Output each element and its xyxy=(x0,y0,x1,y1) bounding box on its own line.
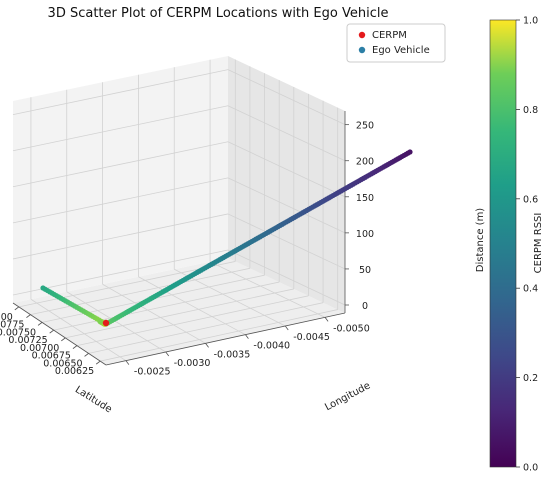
colorbar-ticks: 0.0 0.2 0.4 0.6 0.8 1.0 xyxy=(516,16,538,474)
floor-gridline-longitude xyxy=(30,298,127,362)
x-tick-mark xyxy=(49,329,54,334)
x-tick-mark xyxy=(84,353,89,357)
axes-ticks: 0.008000.007750.007500.007250.007000.006… xyxy=(0,121,374,378)
floor-gridline-longitude xyxy=(174,268,286,327)
floor-gridline-latitude xyxy=(30,267,251,316)
ego-vehicle-point xyxy=(97,318,103,325)
wall-gridline-distance xyxy=(12,249,229,296)
z-tick-label: 100 xyxy=(356,229,374,240)
ego-vehicle-point xyxy=(407,149,413,155)
y-tick-label: -0.0050 xyxy=(333,323,370,334)
x-tick-mark xyxy=(95,360,101,365)
y-tick-mark xyxy=(165,351,170,357)
back-right-pane xyxy=(228,56,345,313)
y-tick-label: -0.0040 xyxy=(253,341,290,352)
z-tick-label: 150 xyxy=(356,193,374,204)
x-tick-mark xyxy=(26,314,31,318)
floor-gridline-latitude xyxy=(65,288,294,339)
colorbar-tick-label: 0.2 xyxy=(523,373,538,384)
colorbar-gradient xyxy=(489,19,517,468)
y-tick-label: -0.0035 xyxy=(214,349,251,360)
floor-gridline-latitude xyxy=(53,281,280,331)
wall-gridline-distance xyxy=(227,249,346,306)
legend-marker-cerpm xyxy=(358,31,366,39)
z-tick-label: 200 xyxy=(356,157,374,168)
y-tick-label: -0.0030 xyxy=(174,358,211,369)
wall-gridline-distance xyxy=(227,177,346,234)
floor-gridline-latitude xyxy=(100,309,338,362)
y-axis-line xyxy=(105,312,346,366)
axes-edges xyxy=(12,111,346,366)
wall-gridline-distance xyxy=(12,105,229,152)
x-tick-label: 0.00675 xyxy=(32,351,71,362)
wall-gridline-distance xyxy=(227,213,346,270)
floor-gridline-longitude xyxy=(209,261,326,318)
wall-gridline-distance xyxy=(227,69,346,126)
y-tick-mark xyxy=(205,343,209,348)
legend-label-ego-vehicle: Ego Vehicle xyxy=(372,45,430,56)
z-tick-label: 250 xyxy=(356,121,374,132)
legend-marker-ego-vehicle xyxy=(358,46,366,54)
wall-gridline-distance xyxy=(12,69,229,116)
z-tick-label: 0 xyxy=(362,301,368,312)
x-tick-label: 0.00700 xyxy=(20,343,59,354)
ego-vehicle-point xyxy=(40,285,46,291)
y-tick-mark xyxy=(245,334,249,339)
colorbar: 0.0 0.2 0.4 0.6 0.8 1.0 CERPM RSSI xyxy=(489,16,544,474)
wall-gridline-distance xyxy=(12,177,229,224)
y-axis-label: Longitude xyxy=(323,380,372,413)
y-tick-mark xyxy=(324,317,329,322)
wall-gridline-distance xyxy=(12,213,229,260)
x-tick-label: 0.00750 xyxy=(0,327,36,338)
x-tick-mark xyxy=(72,345,78,349)
x-tick-label: 0.00725 xyxy=(8,335,47,346)
y-tick-label: -0.0025 xyxy=(134,367,171,378)
colorbar-tick-label: 0.6 xyxy=(523,194,538,205)
colorbar-label: CERPM RSSI xyxy=(533,213,544,274)
colorbar-tick-label: 0.0 xyxy=(523,463,538,474)
cerpm-point xyxy=(102,319,110,327)
x-tick-label: 0.00625 xyxy=(55,366,94,377)
wall-gridline-distance xyxy=(227,141,346,198)
floor-gridline-latitude xyxy=(76,295,309,347)
z-tick-label: 50 xyxy=(359,265,371,276)
wall-gridline-distance xyxy=(227,105,346,162)
chart-title: 3D Scatter Plot of CERPM Locations with … xyxy=(48,6,389,21)
floor-pane xyxy=(13,258,345,365)
x-tick-mark xyxy=(14,306,20,311)
floor-gridline-latitude xyxy=(88,302,324,354)
y-tick-label: -0.0045 xyxy=(293,332,330,343)
x-axis-line xyxy=(12,302,107,366)
x-axis-label: Latitude xyxy=(73,384,114,415)
colorbar-tick-label: 0.8 xyxy=(523,105,538,116)
y-tick-mark xyxy=(284,325,289,331)
colorbar-tick-label: 0.4 xyxy=(523,284,538,295)
floor-gridline-longitude xyxy=(66,291,166,353)
wall-gridline-distance xyxy=(12,141,229,188)
floor-gridline-longitude xyxy=(138,276,246,336)
y-tick-mark xyxy=(125,360,130,365)
x-tick-mark xyxy=(61,337,66,342)
x-tick-label: 0.00650 xyxy=(43,358,82,369)
data-points xyxy=(40,149,413,327)
x-tick-label: 0.00800 xyxy=(0,312,13,323)
floor-gridline-longitude xyxy=(102,283,206,344)
x-tick-mark xyxy=(37,322,43,326)
z-axis-label: Distance (m) xyxy=(475,208,486,273)
colorbar-tick-label: 1.0 xyxy=(523,16,538,27)
legend: CERPM Ego Vehicle xyxy=(346,23,446,63)
legend-label-cerpm: CERPM xyxy=(372,30,407,41)
legend-box xyxy=(346,23,446,63)
